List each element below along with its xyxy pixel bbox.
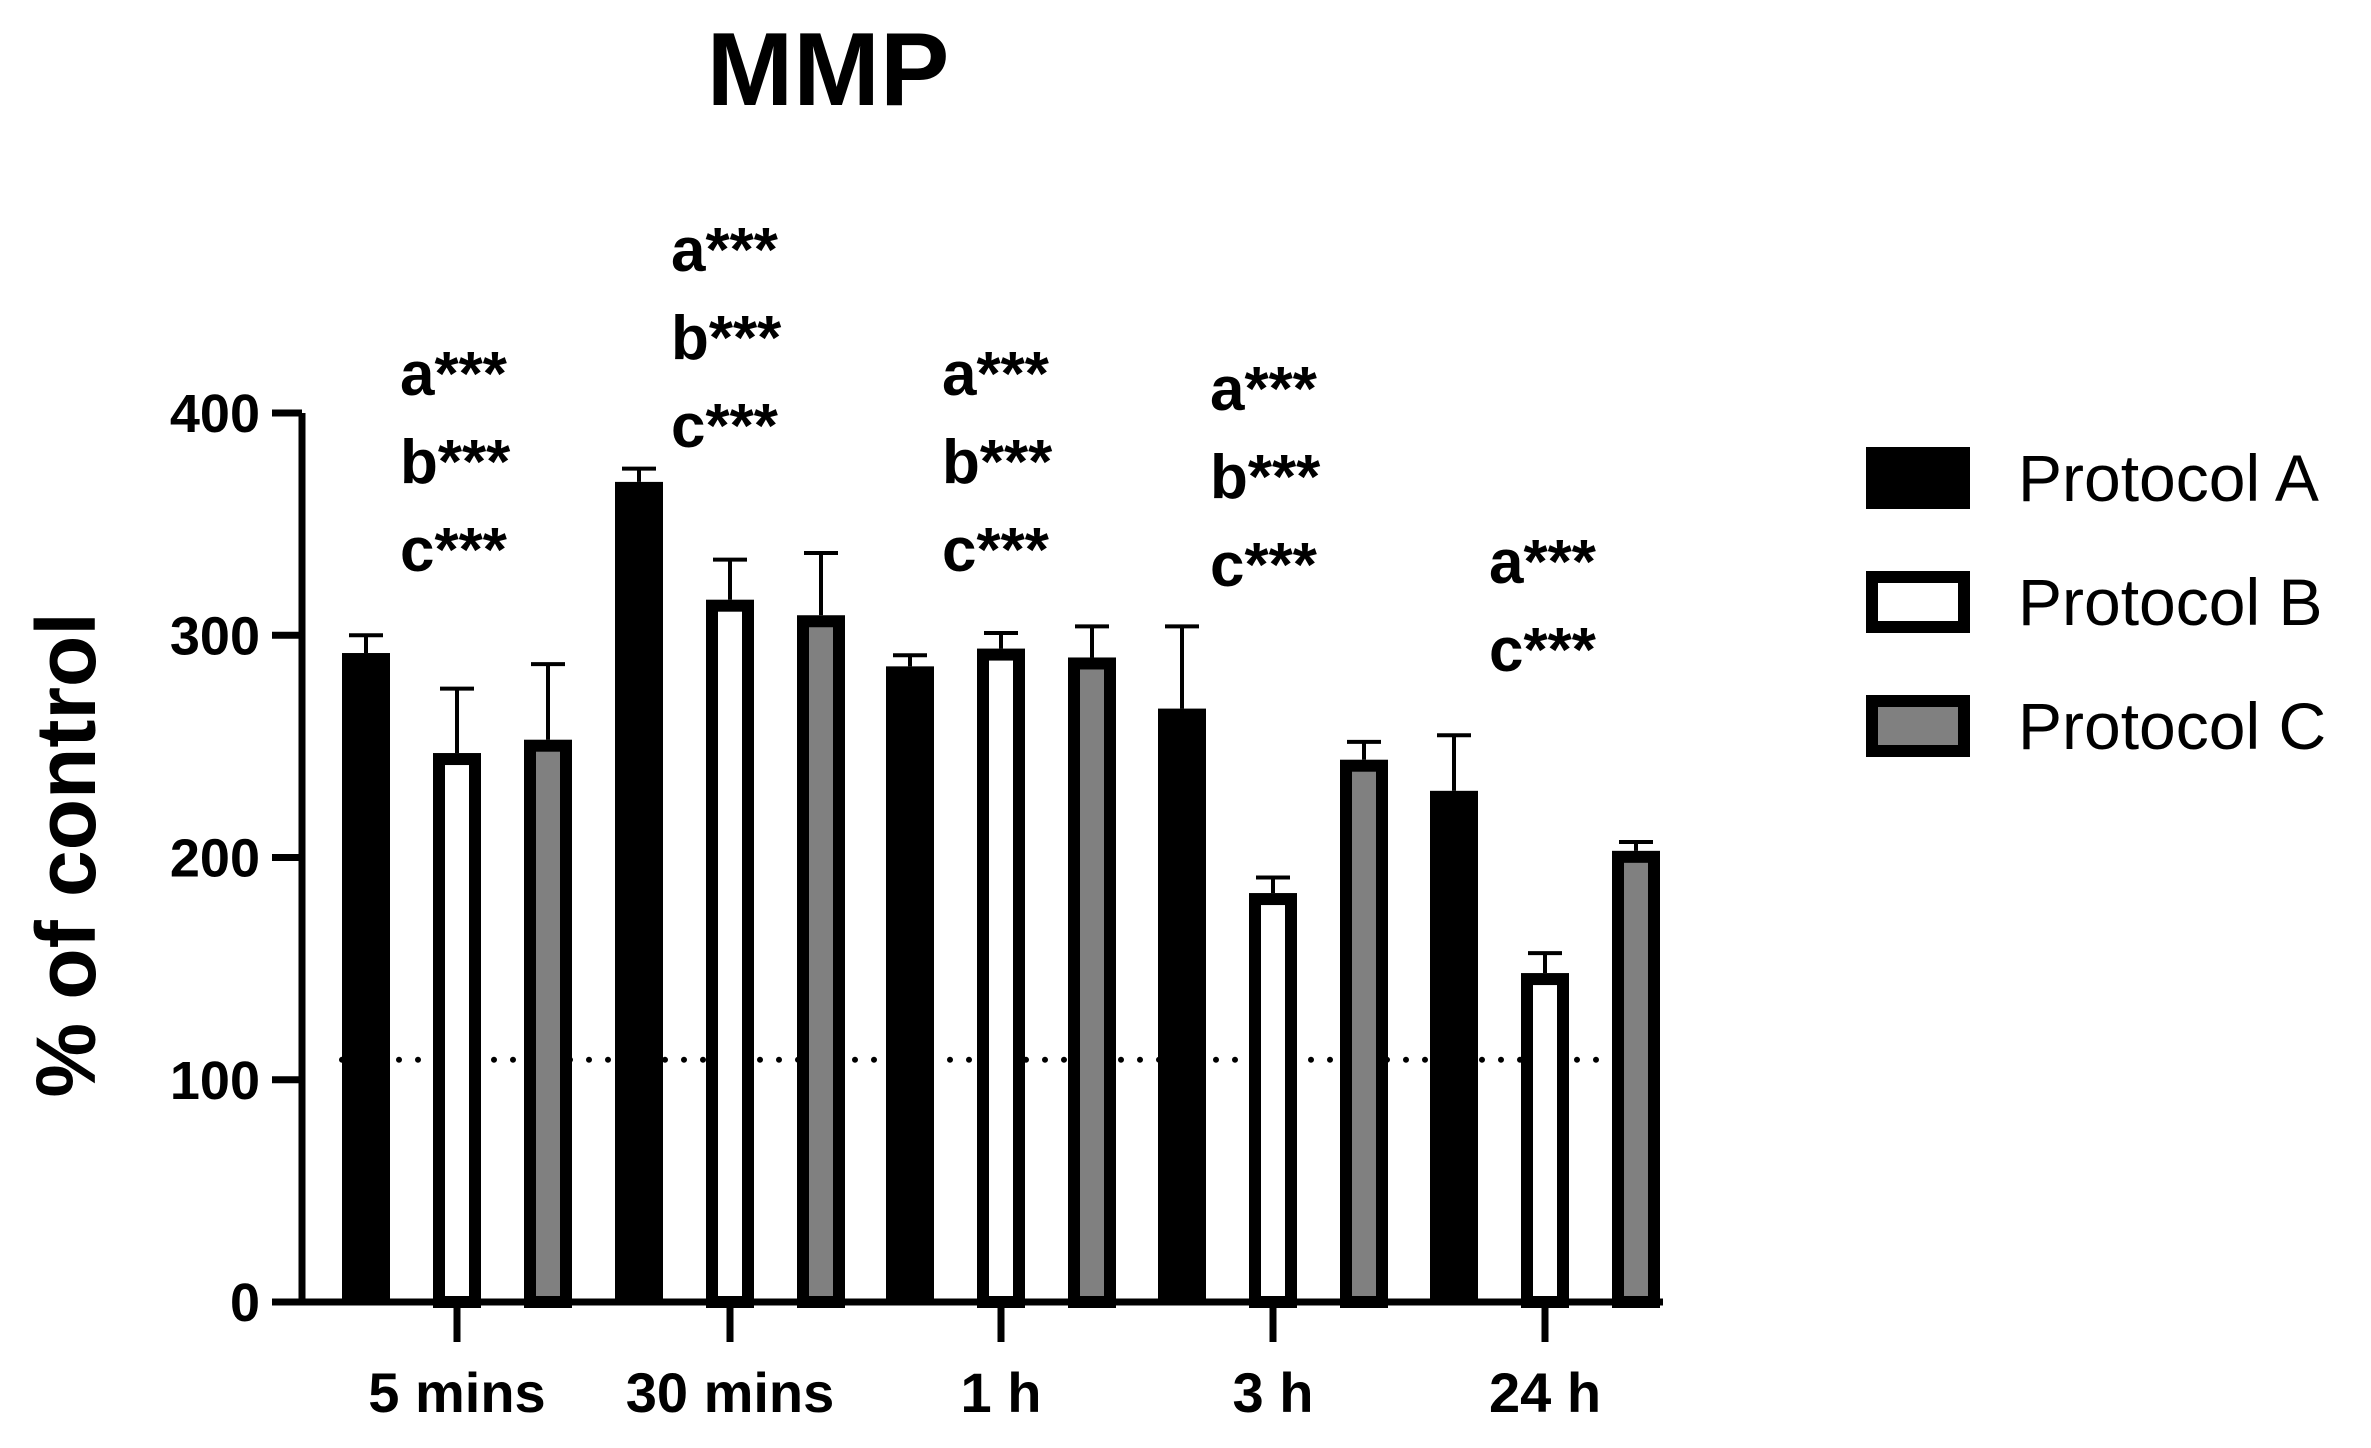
significance-label: a*** [671, 216, 779, 285]
significance-annotations: a*** b*** c*** a*** b*** c*** a*** b*** c*** a***… [400, 216, 1597, 685]
x-tick-label: 24 h [1489, 1361, 1601, 1424]
bar-protocol-a [1430, 790, 1478, 1302]
significance-label: b*** [671, 304, 782, 373]
y-tick-label: 0 [230, 1273, 260, 1333]
bars [342, 466, 1660, 1309]
legend-label: Protocol B [2018, 565, 2322, 639]
significance-label: a*** [942, 340, 1050, 409]
significance-label: c*** [1489, 616, 1597, 685]
x-tick-label: 3 h [1233, 1361, 1314, 1424]
significance-label: a*** [1489, 528, 1597, 597]
bar-protocol-c [797, 615, 845, 1308]
chart-title: MMP [707, 12, 950, 128]
legend-label: Protocol C [2018, 689, 2326, 763]
bar-protocol-b [1521, 973, 1569, 1308]
significance-label: c*** [671, 392, 779, 461]
y-tick-label: 100 [170, 1051, 260, 1111]
y-tick-label: 400 [170, 384, 260, 444]
legend-swatch-protocol-a [1866, 447, 1970, 509]
legend: Protocol A Protocol B Protocol C [1866, 441, 2326, 763]
significance-label: a*** [1210, 355, 1318, 424]
legend-label: Protocol A [2018, 441, 2319, 515]
bar-protocol-b [706, 599, 754, 1308]
significance-label: c*** [942, 516, 1050, 585]
x-tick-label: 5 mins [368, 1361, 545, 1424]
bar-protocol-b [433, 753, 481, 1308]
legend-swatch-protocol-b [1866, 571, 1970, 633]
x-tick-label: 30 mins [626, 1361, 835, 1424]
y-axis-label: % of control [19, 612, 113, 1097]
bar-protocol-b [977, 648, 1025, 1308]
significance-label: c*** [1210, 531, 1318, 600]
bar-protocol-c [1612, 850, 1660, 1309]
bar-protocol-a [342, 653, 390, 1302]
bar-protocol-c [1068, 657, 1116, 1308]
bar-protocol-a [615, 481, 663, 1303]
legend-swatch-protocol-c [1866, 695, 1970, 757]
significance-label: b*** [1210, 443, 1321, 512]
bar-protocol-a [1158, 708, 1206, 1302]
significance-label: b*** [400, 428, 511, 497]
y-tick-label: 300 [170, 606, 260, 666]
bar-protocol-c [1340, 759, 1388, 1308]
significance-label: c*** [400, 516, 508, 585]
bar-protocol-a [886, 666, 934, 1302]
bar-protocol-b [1249, 893, 1297, 1308]
significance-label: b*** [942, 428, 1053, 497]
y-tick-label: 200 [170, 829, 260, 889]
significance-label: a*** [400, 340, 508, 409]
x-tick-label: 1 h [961, 1361, 1042, 1424]
bar-protocol-c [524, 739, 572, 1308]
